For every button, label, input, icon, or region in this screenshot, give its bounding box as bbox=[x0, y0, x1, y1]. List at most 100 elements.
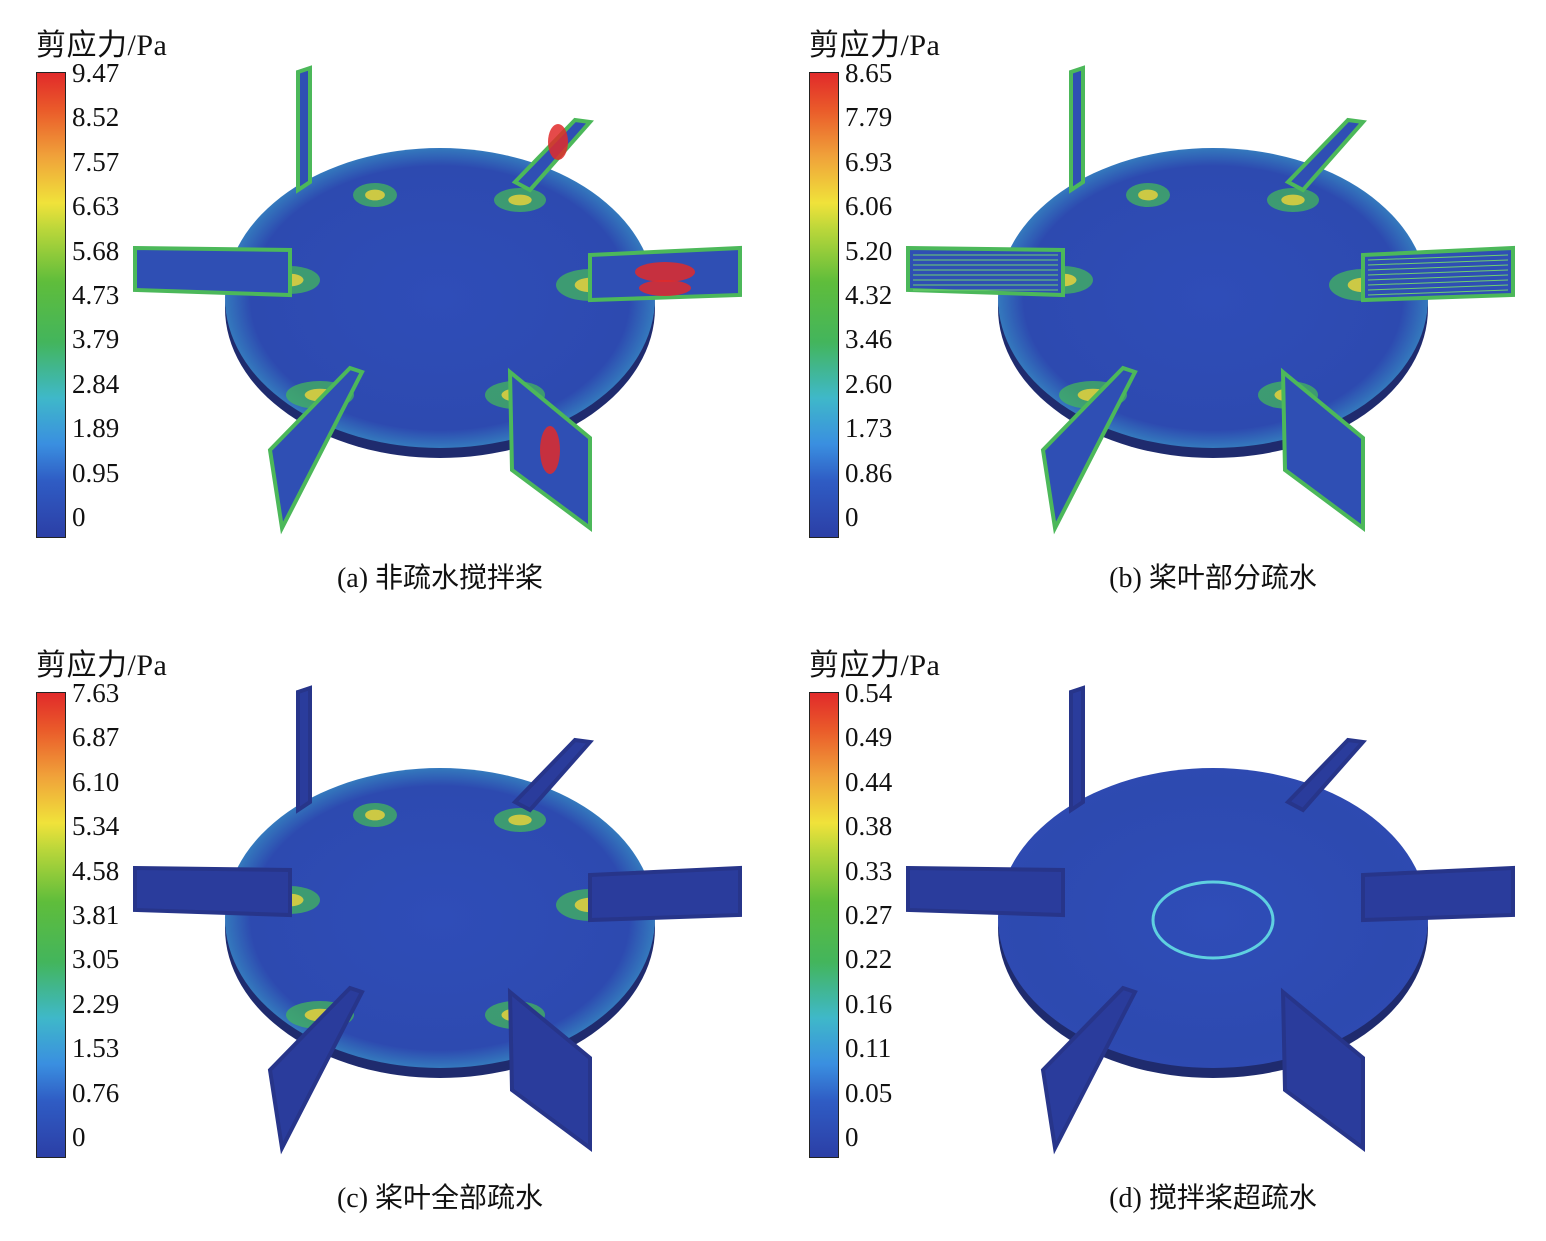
colorbar-tick-label: 0 bbox=[845, 1122, 859, 1152]
impeller-disc bbox=[998, 768, 1428, 1068]
panel-c: 剪应力/Pa 7.63 6.87 6.10 5.34 4.58 3.81 3.05 2.29 1… bbox=[0, 620, 773, 1240]
colorbar-tick-label: 1.53 bbox=[72, 1033, 120, 1064]
colorbar-tick-label: 3.46 bbox=[845, 324, 893, 355]
colorbar-unit-title: 剪应力/Pa bbox=[809, 649, 941, 682]
colorbar-tick-label: 0.95 bbox=[72, 457, 120, 488]
colorbar-tick-label: 3.79 bbox=[72, 324, 120, 355]
colorbar-tick-label: 0.76 bbox=[72, 1077, 120, 1108]
impeller-blade bbox=[511, 737, 594, 813]
impeller-blade bbox=[133, 865, 292, 918]
colorbar-tick-label: 0 bbox=[72, 502, 86, 532]
blade-stripe bbox=[1367, 264, 1509, 271]
colorbar-tick-label: 0.11 bbox=[845, 1033, 892, 1064]
colorbar-tick-label: 0.54 bbox=[845, 678, 893, 708]
blade-hotspot bbox=[540, 426, 560, 474]
blade-stripe bbox=[1367, 284, 1509, 291]
colorbar-tick-label: 1.89 bbox=[72, 413, 120, 444]
colorbar-tick-label: 0.16 bbox=[845, 988, 893, 1019]
colorbar-ticks: 8.65 7.79 6.93 6.06 5.20 4.32 3.46 2.60 1.73 0.86… bbox=[845, 60, 925, 550]
colorbar-ticks: 9.47 8.52 7.57 6.63 5.68 4.73 3.79 2.84 1.89 0.95… bbox=[72, 60, 152, 550]
shear-hotspot-core bbox=[365, 809, 385, 821]
blade-stripe bbox=[1367, 269, 1509, 276]
impeller-disc bbox=[225, 148, 655, 448]
blade-stripe bbox=[1367, 274, 1509, 281]
shear-hotspot-core bbox=[1281, 194, 1305, 206]
blade-stripe bbox=[1367, 289, 1509, 296]
colorbar-tick-label: 9.47 bbox=[72, 58, 120, 88]
blade-hotspot bbox=[635, 262, 695, 282]
colorbar-tick-label: 0.49 bbox=[845, 722, 893, 753]
colorbar-tick-label: 5.20 bbox=[845, 235, 893, 266]
colorbar-ticks: 0.54 0.49 0.44 0.38 0.33 0.27 0.22 0.16 0.11 0.05… bbox=[845, 680, 925, 1170]
colorbar-tick-label: 5.34 bbox=[72, 811, 120, 842]
blade-stripe bbox=[1367, 259, 1509, 266]
panel-a: 剪应力/Pa 9.47 8.52 7.57 6.63 5.68 4.73 3.79 2.84 1… bbox=[0, 0, 773, 620]
colorbar-tick-label: 3.05 bbox=[72, 944, 120, 975]
shear-hotspot-core bbox=[365, 189, 385, 201]
colorbar bbox=[809, 692, 839, 1158]
shear-hotspot-core bbox=[508, 814, 532, 826]
colorbar-tick-label: 6.06 bbox=[845, 191, 893, 222]
panel-caption: (c) 桨叶全部疏水 bbox=[336, 1183, 544, 1214]
blade-stripe bbox=[1367, 279, 1509, 286]
panel-caption: (a) 非疏水搅拌桨 bbox=[336, 563, 544, 594]
impeller-blade bbox=[296, 685, 312, 814]
impeller-blade bbox=[1284, 737, 1367, 813]
colorbar-tick-label: 4.58 bbox=[72, 855, 120, 886]
impeller-disc bbox=[225, 768, 655, 1068]
impeller-blade bbox=[1069, 65, 1085, 194]
colorbar-tick-label: 4.32 bbox=[845, 280, 893, 310]
colorbar bbox=[36, 692, 66, 1158]
colorbar-tick-label: 8.65 bbox=[845, 58, 893, 88]
hub-ring bbox=[1151, 880, 1275, 960]
colorbar-tick-label: 7.57 bbox=[72, 146, 120, 177]
colorbar-tick-label: 2.84 bbox=[72, 368, 120, 399]
colorbar-tick-label: 0.22 bbox=[845, 944, 893, 975]
blade-hotspot bbox=[639, 280, 691, 296]
colorbar-unit-title: 剪应力/Pa bbox=[36, 29, 168, 62]
colorbar-tick-label: 0.38 bbox=[845, 811, 893, 842]
colorbar-tick-label: 7.63 bbox=[72, 678, 120, 708]
impeller-stress-contour bbox=[133, 65, 742, 535]
impeller-blade bbox=[1361, 865, 1515, 923]
impeller-blade bbox=[1280, 987, 1365, 1152]
impeller-blade bbox=[1040, 985, 1138, 1155]
colorbar-tick-label: 0.27 bbox=[845, 900, 893, 930]
impeller-blade bbox=[588, 865, 742, 923]
impeller-blade bbox=[267, 365, 365, 535]
colorbar bbox=[809, 72, 839, 538]
colorbar-tick-label: 0.05 bbox=[845, 1077, 893, 1108]
colorbar-unit-title: 剪应力/Pa bbox=[36, 649, 168, 682]
colorbar-unit-title: 剪应力/Pa bbox=[809, 29, 941, 62]
blade-stripe bbox=[1367, 254, 1509, 261]
shear-hotspot-core bbox=[1138, 189, 1158, 201]
colorbar-tick-label: 0.44 bbox=[845, 766, 893, 797]
colorbar-tick-label: 0 bbox=[845, 502, 859, 532]
impeller-stress-contour bbox=[906, 685, 1515, 1155]
colorbar-tick-label: 6.93 bbox=[845, 146, 893, 177]
impeller-disc bbox=[998, 148, 1428, 448]
colorbar-tick-label: 6.10 bbox=[72, 766, 120, 797]
impeller-blade bbox=[133, 245, 292, 298]
panel-b: 剪应力/Pa 8.65 7.79 6.93 6.06 5.20 4.32 3.46 2.60 1… bbox=[773, 0, 1546, 620]
colorbar-tick-label: 5.68 bbox=[72, 235, 120, 266]
colorbar-tick-label: 1.73 bbox=[845, 413, 893, 444]
impeller-stress-contour bbox=[906, 65, 1515, 535]
colorbar-tick-label: 0.33 bbox=[845, 855, 893, 886]
colorbar-tick-label: 6.63 bbox=[72, 191, 120, 222]
impeller-blade bbox=[296, 65, 312, 194]
impeller-blade bbox=[1069, 685, 1085, 814]
colorbar-tick-label: 0 bbox=[72, 1122, 86, 1152]
impeller-blade bbox=[906, 865, 1065, 918]
panel-d: 剪应力/Pa 0.54 0.49 0.44 0.38 0.33 0.27 0.22 0.16 0… bbox=[773, 620, 1546, 1240]
impeller-stress-contour bbox=[133, 685, 742, 1155]
colorbar-ticks: 7.63 6.87 6.10 5.34 4.58 3.81 3.05 2.29 1.53 0.76… bbox=[72, 680, 152, 1170]
colorbar-tick-label: 0.86 bbox=[845, 457, 893, 488]
impeller-blade bbox=[1284, 117, 1367, 193]
panel-caption: (b) 桨叶部分疏水 bbox=[1109, 563, 1317, 594]
colorbar-tick-label: 4.73 bbox=[72, 280, 120, 310]
colorbar bbox=[36, 72, 66, 538]
colorbar-tick-label: 2.60 bbox=[845, 368, 893, 399]
panel-caption: (d) 搅拌桨超疏水 bbox=[1109, 1183, 1317, 1214]
colorbar-tick-label: 6.87 bbox=[72, 722, 120, 753]
